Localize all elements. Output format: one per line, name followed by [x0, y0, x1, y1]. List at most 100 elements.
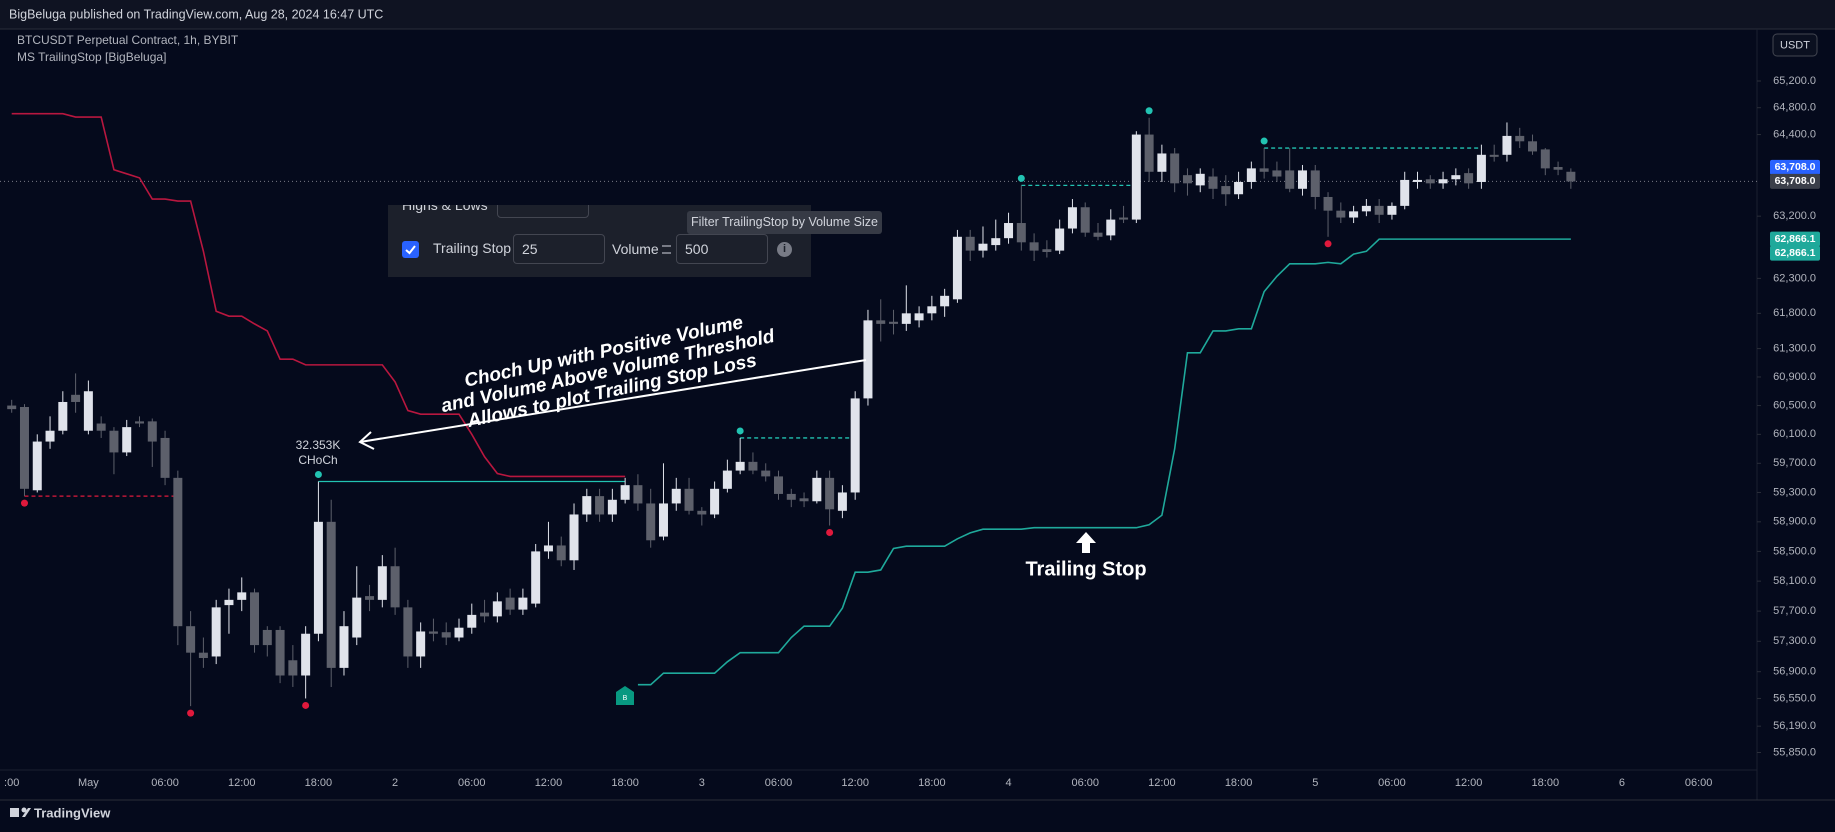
- candle-body: [390, 566, 400, 608]
- y-tick-label: 57,700.0: [1773, 605, 1816, 617]
- candle-body: [71, 394, 81, 402]
- x-tick-label: 18:00: [1532, 777, 1560, 789]
- candle-body: [454, 627, 464, 638]
- candle-body: [1528, 141, 1538, 152]
- candle-body: [710, 488, 720, 515]
- trailing-stop-input[interactable]: 25: [513, 234, 605, 264]
- candle-body: [83, 391, 93, 431]
- candle-body: [186, 626, 196, 653]
- volume-input[interactable]: 500: [676, 234, 768, 264]
- candle-body: [122, 427, 132, 453]
- candle-body: [288, 660, 298, 676]
- candle-body: [365, 596, 375, 600]
- footer-brand: TradingView: [34, 805, 111, 820]
- candle-body: [1336, 210, 1346, 218]
- candle-body: [1004, 223, 1014, 239]
- checkbox[interactable]: [402, 241, 419, 258]
- y-tick-label: 59,700.0: [1773, 457, 1816, 469]
- candle-body: [799, 498, 809, 502]
- candle-body: [441, 632, 451, 638]
- note-arrowhead: [358, 431, 375, 450]
- last-price-box-label: 63,708.0: [1775, 175, 1816, 187]
- volume-icon: [662, 245, 671, 254]
- candle-body: [1042, 249, 1052, 252]
- swing-low-dot: [187, 709, 195, 717]
- x-tick-label: May: [78, 777, 99, 789]
- y-tick-label: 56,900.0: [1773, 666, 1816, 678]
- candle-body: [786, 493, 796, 500]
- y-tick-label: 61,300.0: [1773, 342, 1816, 354]
- stop-price-box: [1770, 231, 1820, 247]
- candle-body: [1451, 175, 1461, 180]
- candle-body: [45, 430, 55, 442]
- stop-price-box-label: 62,866.1: [1775, 233, 1816, 245]
- y-tick-label: 58,100.0: [1773, 575, 1816, 587]
- candle-body: [32, 441, 42, 491]
- swing-low-dot: [302, 701, 310, 709]
- trailing-stop-label: Trailing Stop: [433, 240, 512, 256]
- candle-body: [1259, 168, 1269, 172]
- y-tick-label: 64,800.0: [1773, 102, 1816, 114]
- candle-body: [1540, 149, 1550, 169]
- swing-low-dot: [1324, 240, 1332, 248]
- candle-body: [275, 629, 285, 676]
- swing-high-dot: [1145, 107, 1153, 115]
- candle-body: [940, 295, 950, 307]
- candle-body: [1323, 196, 1333, 211]
- choch-label: CHoCh: [298, 453, 337, 467]
- x-tick-label: 18:00: [305, 777, 333, 789]
- candle-body: [1425, 179, 1435, 184]
- buy-marker-label: B: [623, 695, 628, 702]
- candle-body: [416, 631, 426, 657]
- currency-label[interactable]: USDT: [1780, 39, 1810, 51]
- x-tick-label: 5: [1312, 777, 1318, 789]
- candle-body: [582, 496, 592, 515]
- last-price-box: [1770, 159, 1820, 175]
- candle-body: [748, 461, 758, 471]
- x-tick-label: 06:00: [151, 777, 179, 789]
- x-tick-label: 06:00: [1071, 777, 1099, 789]
- x-tick-label: :00: [4, 777, 19, 789]
- candle-body: [301, 633, 311, 676]
- candle-body: [96, 423, 106, 431]
- candle-body: [1221, 186, 1231, 195]
- candle-body: [595, 496, 605, 515]
- x-tick-label: 12:00: [841, 777, 869, 789]
- candle-body: [965, 236, 975, 251]
- candle-body: [19, 406, 29, 489]
- swing-high-dot: [314, 471, 322, 479]
- candle-body: [250, 592, 260, 646]
- candle-body: [761, 470, 771, 477]
- candle-body: [326, 521, 336, 668]
- x-tick-label: 18:00: [1225, 777, 1253, 789]
- x-tick-label: 18:00: [918, 777, 946, 789]
- candle-body: [480, 612, 490, 617]
- y-tick-label: 60,500.0: [1773, 399, 1816, 411]
- trailing-stop-label: Trailing Stop: [1025, 558, 1146, 580]
- header-bar: [0, 0, 1835, 29]
- highs-lows-input[interactable]: 8: [497, 205, 589, 218]
- candle-body: [1093, 232, 1103, 237]
- y-tick-label: 65,200.0: [1773, 75, 1816, 87]
- candle-body: [377, 566, 387, 600]
- y-tick-label: 59,300.0: [1773, 486, 1816, 498]
- candle-body: [135, 421, 144, 424]
- y-tick-label: 60,900.0: [1773, 371, 1816, 383]
- candle-body: [646, 503, 656, 541]
- candle-body: [927, 306, 937, 314]
- y-tick-label: 58,900.0: [1773, 516, 1816, 528]
- x-tick-label: 6: [1619, 777, 1625, 789]
- candle-body: [1029, 242, 1039, 251]
- highs-lows-label: Highs & Lows: [402, 205, 488, 213]
- candle-body: [1374, 205, 1384, 215]
- candle-body: [1553, 167, 1563, 170]
- candle-body: [543, 545, 553, 552]
- candle-body: [1387, 205, 1397, 215]
- info-icon[interactable]: i: [777, 242, 792, 257]
- candle-body: [1170, 153, 1180, 184]
- currency-button[interactable]: [1772, 33, 1818, 57]
- x-tick-label: 06:00: [1378, 777, 1406, 789]
- y-tick-label: 56,190.0: [1773, 720, 1816, 732]
